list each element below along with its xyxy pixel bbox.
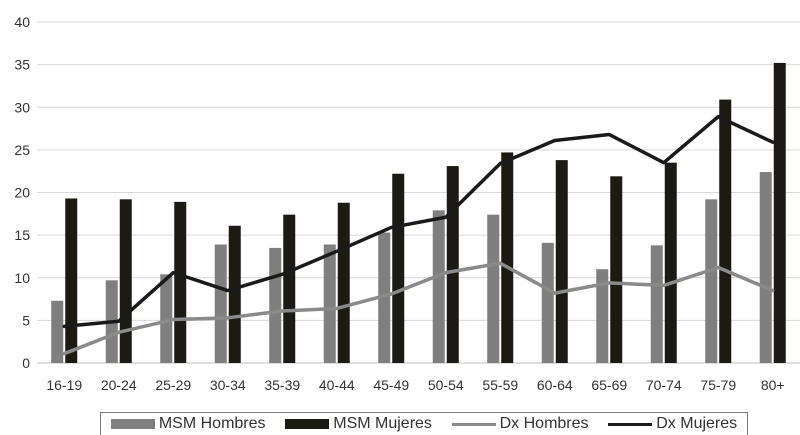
series-line xyxy=(62,114,775,329)
bar xyxy=(487,214,500,363)
legend-swatch-dx-mujeres xyxy=(608,422,653,426)
bar xyxy=(664,162,677,363)
bar xyxy=(541,242,554,363)
bar xyxy=(596,269,609,363)
x-tick-label: 70-74 xyxy=(646,377,682,393)
y-tick-label: 10 xyxy=(14,270,30,286)
x-tick-label: 35-39 xyxy=(264,377,300,393)
chart-canvas: 0 5 10 15 20 25 30 35 40 16-19 20-24 25-29 30-34 35-… xyxy=(14,14,800,393)
x-axis-ticks: 16-19 20-24 25-29 30-34 35-39 40-44 45-49 50-54… xyxy=(46,377,784,393)
legend-label-dx-hombres: Dx Hombres xyxy=(499,415,589,432)
x-tick-label: 25-29 xyxy=(155,377,191,393)
lines xyxy=(62,114,775,356)
bar xyxy=(51,300,64,363)
bar xyxy=(610,176,623,363)
bar xyxy=(337,202,350,363)
y-tick-label: 30 xyxy=(14,99,30,115)
y-tick-label: 20 xyxy=(14,185,30,201)
bar xyxy=(759,172,772,363)
legend-swatch-msm-mujeres xyxy=(285,419,330,429)
bar xyxy=(323,244,336,363)
x-tick-label: 40-44 xyxy=(319,377,355,393)
bar xyxy=(392,173,405,363)
legend-item-msm-hombres: MSM Hombres xyxy=(110,415,266,433)
y-tick-label: 0 xyxy=(22,355,30,371)
y-tick-label: 25 xyxy=(14,142,30,158)
x-tick-label: 16-19 xyxy=(46,377,82,393)
bar xyxy=(555,160,568,363)
gridlines xyxy=(37,21,800,364)
bar xyxy=(214,244,227,363)
bar xyxy=(269,247,282,363)
y-tick-label: 15 xyxy=(14,227,30,243)
bar xyxy=(432,210,445,363)
legend: MSM Hombres MSM Mujeres Dx Hombres Dx Mu… xyxy=(100,412,748,435)
y-tick-label: 40 xyxy=(14,14,30,30)
x-tick-label: 80+ xyxy=(761,377,785,393)
x-tick-label: 65-69 xyxy=(591,377,627,393)
bar xyxy=(174,201,187,363)
legend-swatch-msm-hombres xyxy=(110,419,155,429)
legend-label-msm-hombres: MSM Hombres xyxy=(158,415,266,432)
x-tick-label: 75-79 xyxy=(700,377,736,393)
series-line xyxy=(62,261,775,356)
bar xyxy=(446,166,459,363)
bar xyxy=(705,199,718,363)
bar xyxy=(119,199,132,363)
bar xyxy=(378,232,391,363)
bars xyxy=(51,62,786,364)
x-tick-label: 60-64 xyxy=(537,377,573,393)
bar xyxy=(160,274,173,363)
bar xyxy=(65,198,78,363)
bar xyxy=(719,99,732,363)
bar xyxy=(650,245,663,363)
x-tick-label: 50-54 xyxy=(428,377,464,393)
legend-label-msm-mujeres: MSM Mujeres xyxy=(333,415,432,432)
y-tick-label: 5 xyxy=(22,312,30,328)
x-tick-label: 30-34 xyxy=(210,377,246,393)
bar xyxy=(283,214,296,363)
x-tick-label: 20-24 xyxy=(101,377,137,393)
legend-item-dx-mujeres: Dx Mujeres xyxy=(608,415,737,433)
x-tick-label: 45-49 xyxy=(373,377,409,393)
bar xyxy=(228,225,241,363)
bar xyxy=(773,62,786,364)
legend-item-msm-mujeres: MSM Mujeres xyxy=(285,415,432,433)
legend-swatch-dx-hombres xyxy=(451,422,496,426)
legend-label-dx-mujeres: Dx Mujeres xyxy=(656,415,738,432)
legend-item-dx-hombres: Dx Hombres xyxy=(451,415,589,433)
y-axis-ticks: 0 5 10 15 20 25 30 35 40 xyxy=(14,14,30,371)
x-tick-label: 55-59 xyxy=(482,377,518,393)
bar xyxy=(501,152,514,363)
y-tick-label: 35 xyxy=(14,57,30,73)
